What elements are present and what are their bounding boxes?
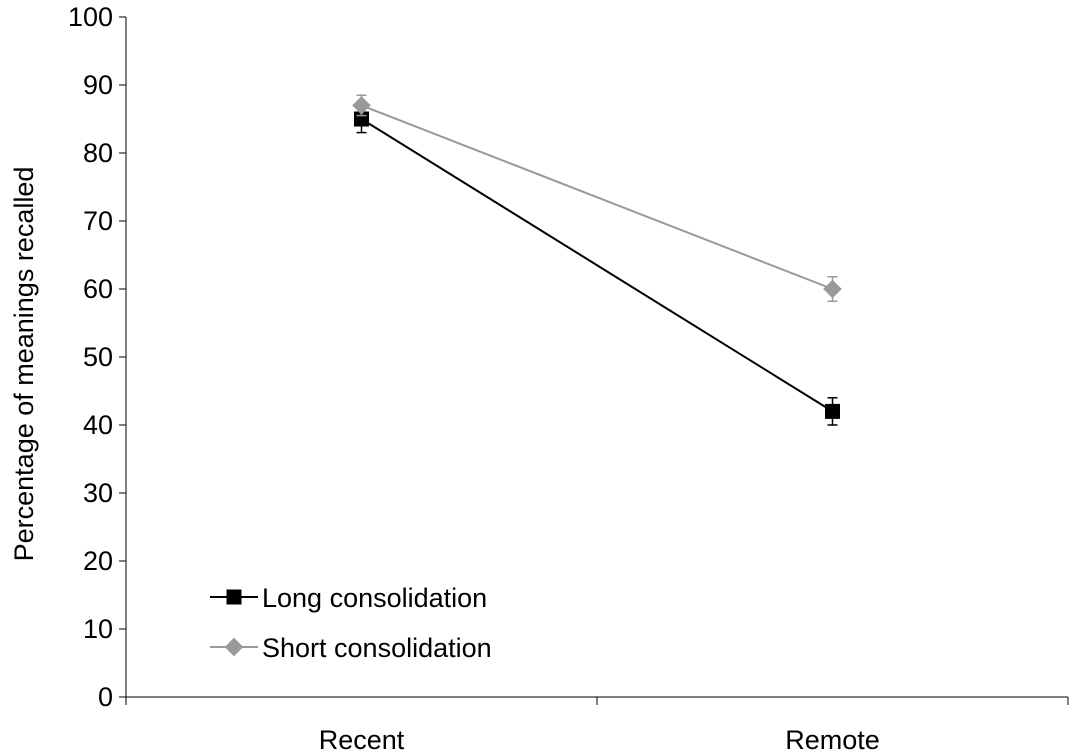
y-tick-label: 90	[83, 70, 113, 100]
data-point	[823, 279, 842, 299]
series-line	[361, 104, 833, 290]
legend-marker	[226, 589, 242, 605]
y-tick-label: 80	[83, 138, 113, 168]
series-short-consolidation	[352, 94, 842, 302]
y-tick-label: 10	[83, 614, 113, 644]
x-category-label: Recent	[319, 725, 405, 754]
series-group	[352, 94, 842, 426]
y-tick-label: 50	[83, 342, 113, 372]
legend-label: Long consolidation	[262, 583, 487, 613]
x-category-label: Remote	[785, 725, 880, 754]
y-tick-label: 0	[98, 682, 113, 712]
y-tick-label: 70	[83, 206, 113, 236]
y-tick-label: 100	[68, 2, 113, 32]
x-axis-categories: Recent Remote	[125, 697, 1069, 754]
y-axis-label: Percentage of meanings recalled	[9, 167, 39, 562]
y-tick-label: 60	[83, 274, 113, 304]
series-long-consolidation	[354, 104, 840, 426]
series-line	[360, 118, 834, 413]
y-axis-ticks: 0 10 20 30 40 50 60 70 80 90 100	[68, 2, 126, 712]
y-tick-label: 40	[83, 410, 113, 440]
legend-marker	[224, 637, 244, 657]
legend-item: Long consolidation	[210, 583, 487, 613]
data-point	[825, 403, 840, 419]
y-tick-label: 20	[83, 546, 113, 576]
legend-item: Short consolidation	[210, 633, 492, 663]
legend: Long consolidation Short consolidation	[210, 583, 492, 663]
y-tick-label: 30	[83, 478, 113, 508]
legend-label: Short consolidation	[262, 633, 492, 663]
data-point	[352, 96, 371, 115]
